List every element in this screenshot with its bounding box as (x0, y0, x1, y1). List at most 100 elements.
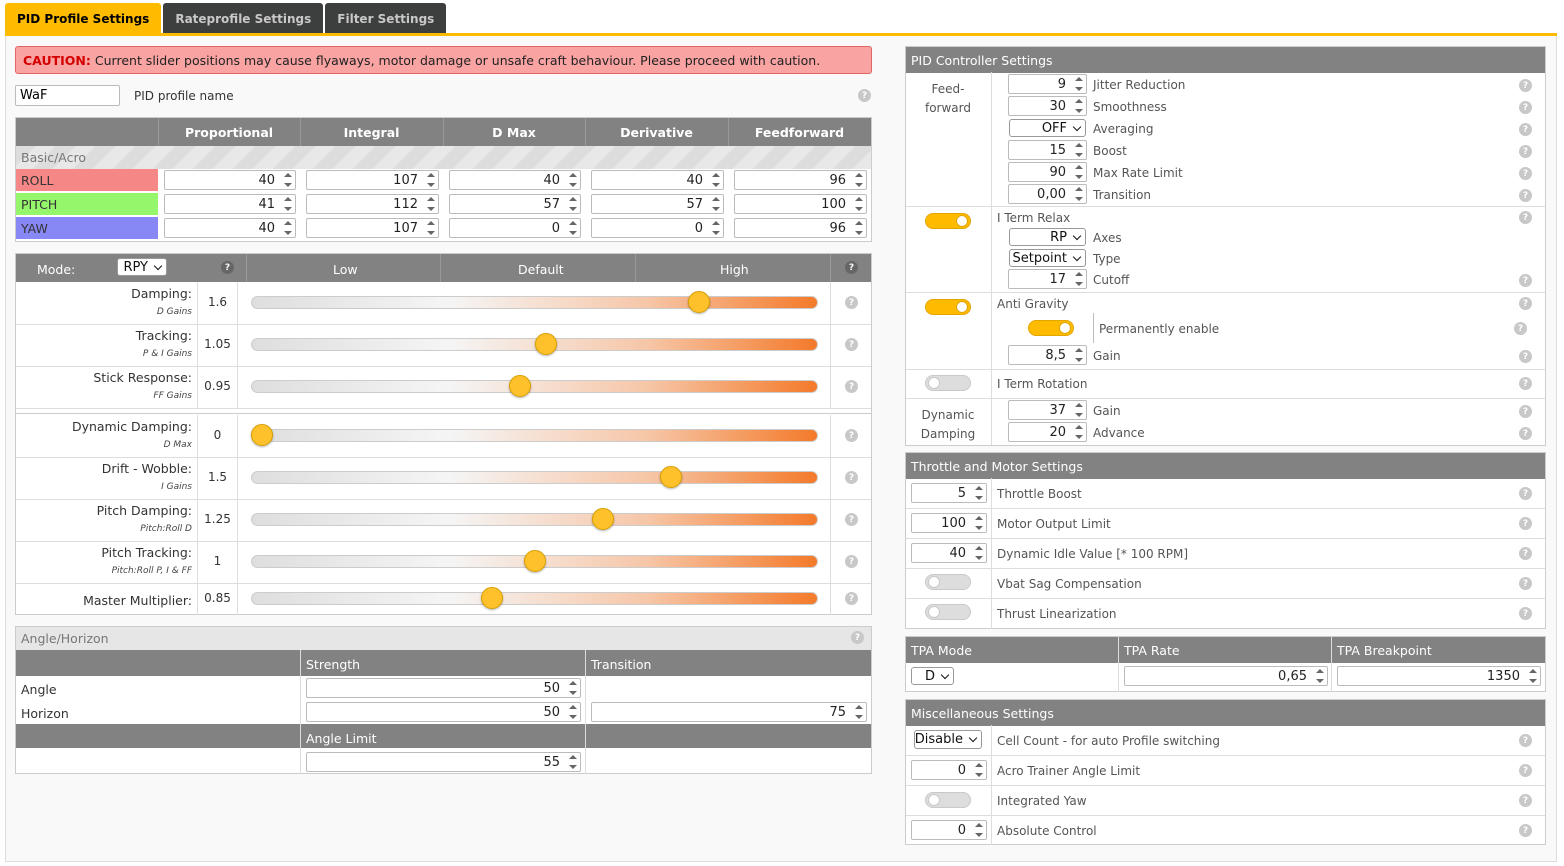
iterm-relax-axes-select[interactable]: RP (1009, 228, 1086, 246)
pid-roll-input-3[interactable]: 40 (591, 170, 724, 190)
iterm-relax-cutoff-input[interactable]: 17 (1008, 269, 1087, 289)
tpa-rate-input[interactable]: 0,65 (1124, 666, 1328, 686)
help-icon[interactable]: ? (1519, 517, 1532, 530)
help-icon[interactable]: ? (845, 261, 858, 274)
help-icon[interactable]: ? (845, 592, 858, 605)
absolute-control-input[interactable]: 0 (911, 820, 987, 840)
help-icon[interactable]: ? (1519, 794, 1532, 807)
help-icon[interactable]: ? (845, 429, 858, 442)
slider-track[interactable] (251, 429, 818, 442)
tab-filter[interactable]: Filter Settings (325, 3, 447, 34)
help-icon[interactable]: ? (1519, 427, 1532, 440)
ff-input[interactable]: 9 (1008, 74, 1087, 94)
pid-pitch-input-3[interactable]: 57 (591, 194, 724, 214)
slider-handle[interactable] (659, 466, 682, 488)
ff-input[interactable]: 30 (1008, 96, 1087, 116)
help-icon[interactable]: ? (845, 338, 858, 351)
help-icon[interactable]: ? (845, 380, 858, 393)
help-icon[interactable]: ? (1519, 350, 1532, 363)
integrated-yaw-toggle[interactable] (925, 792, 971, 808)
pid-yaw-input-3[interactable]: 0 (591, 218, 724, 238)
throttle-input[interactable]: 40 (911, 543, 987, 563)
help-icon[interactable]: ? (1519, 824, 1532, 837)
help-icon[interactable]: ? (1519, 607, 1532, 620)
pid-yaw-input-4[interactable]: 96 (734, 218, 867, 238)
help-icon[interactable]: ? (1519, 274, 1532, 287)
tab-pid-profile[interactable]: PID Profile Settings (5, 3, 162, 34)
pid-pitch-input-1[interactable]: 112 (306, 194, 439, 214)
slider-track[interactable] (251, 380, 818, 393)
cell-count-select[interactable]: Disable (914, 730, 982, 749)
help-icon[interactable]: ? (1519, 577, 1532, 590)
slider-handle[interactable] (480, 587, 503, 609)
tpa-mode-select[interactable]: D (911, 667, 954, 685)
slider-track[interactable] (251, 592, 818, 605)
help-icon[interactable]: ? (1519, 101, 1532, 114)
help-icon[interactable]: ? (1519, 487, 1532, 500)
pid-roll-input-0[interactable]: 40 (164, 170, 296, 190)
help-icon[interactable]: ? (221, 261, 234, 274)
ff-averaging-select[interactable]: OFF (1009, 119, 1086, 137)
slider-handle[interactable] (251, 424, 274, 446)
horizon-strength-input[interactable]: 50 (306, 702, 581, 722)
throttle-toggle[interactable] (925, 574, 971, 590)
anti-gravity-gain-input[interactable]: 8,5 (1008, 345, 1087, 365)
help-icon[interactable]: ? (858, 89, 871, 102)
pid-yaw-input-2[interactable]: 0 (449, 218, 581, 238)
help-icon[interactable]: ? (1519, 189, 1532, 202)
ff-input[interactable]: 90 (1008, 162, 1087, 182)
throttle-toggle[interactable] (925, 604, 971, 620)
slider-handle[interactable] (534, 333, 557, 355)
permanently-enable-toggle[interactable] (1028, 320, 1074, 336)
slider-handle[interactable] (523, 550, 546, 572)
slider-track[interactable] (251, 513, 818, 526)
help-icon[interactable]: ? (1519, 405, 1532, 418)
angle-strength-input[interactable]: 50 (306, 678, 581, 698)
angle-limit-input[interactable]: 55 (306, 752, 581, 772)
help-icon[interactable]: ? (1519, 79, 1532, 92)
pid-roll-input-1[interactable]: 107 (306, 170, 439, 190)
pid-pitch-input-4[interactable]: 100 (734, 194, 867, 214)
ff-input[interactable]: 0,00 (1008, 184, 1087, 204)
help-icon[interactable]: ? (845, 296, 858, 309)
iterm-rotation-toggle[interactable] (925, 375, 971, 391)
slider-handle[interactable] (591, 508, 614, 530)
dynamic-damping-advance-input[interactable]: 20 (1008, 422, 1087, 442)
dynamic-damping-gain-input[interactable]: 37 (1008, 400, 1087, 420)
pid-yaw-input-1[interactable]: 107 (306, 218, 439, 238)
slider-track[interactable] (251, 338, 818, 351)
anti-gravity-toggle[interactable] (925, 299, 971, 315)
profile-name-input[interactable] (15, 85, 120, 106)
iterm-relax-toggle[interactable] (925, 213, 971, 229)
ff-input[interactable]: 15 (1008, 140, 1087, 160)
pid-pitch-input-2[interactable]: 57 (449, 194, 581, 214)
mode-select[interactable]: RPY (117, 258, 167, 276)
pid-roll-input-2[interactable]: 40 (449, 170, 581, 190)
help-icon[interactable]: ? (1519, 734, 1532, 747)
slider-handle[interactable] (687, 291, 710, 313)
acro-trainer-input[interactable]: 0 (911, 760, 987, 780)
slider-handle[interactable] (509, 375, 532, 397)
help-icon[interactable]: ? (1519, 167, 1532, 180)
throttle-input[interactable]: 100 (911, 513, 987, 533)
help-icon[interactable]: ? (1514, 322, 1527, 335)
slider-track[interactable] (251, 471, 818, 484)
help-icon[interactable]: ? (1519, 145, 1532, 158)
iterm-relax-type-select[interactable]: Setpoint (1009, 249, 1086, 267)
help-icon[interactable]: ? (845, 513, 858, 526)
help-icon[interactable]: ? (1519, 547, 1532, 560)
throttle-input[interactable]: 5 (911, 483, 987, 503)
pid-pitch-input-0[interactable]: 41 (164, 194, 296, 214)
help-icon[interactable]: ? (1519, 211, 1532, 224)
help-icon[interactable]: ? (1519, 297, 1532, 310)
pid-roll-input-4[interactable]: 96 (734, 170, 867, 190)
tpa-breakpoint-input[interactable]: 1350 (1337, 666, 1541, 686)
horizon-transition-input[interactable]: 75 (591, 702, 867, 722)
help-icon[interactable]: ? (1519, 123, 1532, 136)
pid-yaw-input-0[interactable]: 40 (164, 218, 296, 238)
help-icon[interactable]: ? (1519, 764, 1532, 777)
help-icon[interactable]: ? (845, 471, 858, 484)
help-icon[interactable]: ? (1519, 377, 1532, 390)
help-icon[interactable]: ? (851, 631, 864, 644)
slider-track[interactable] (251, 296, 818, 309)
